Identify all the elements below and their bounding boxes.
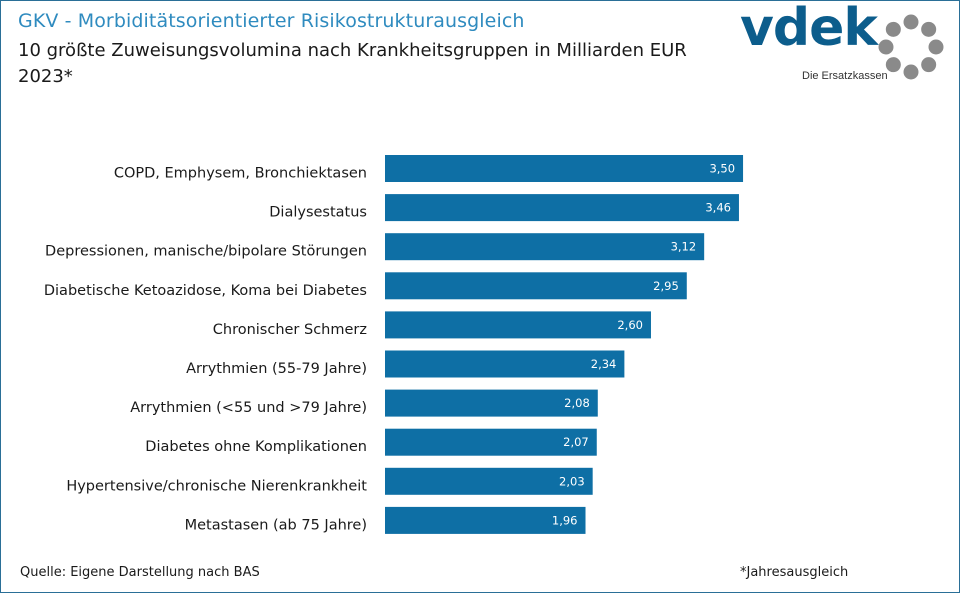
category-label: Hypertensive/chronische Nierenkrankheit: [66, 478, 367, 494]
category-label: Depressionen, manische/bipolare Störunge…: [45, 244, 367, 260]
data-label: 2,03: [559, 474, 585, 488]
logo-ring-dot: [928, 39, 944, 55]
data-label: 2,08: [564, 396, 590, 410]
logo-ring-dot: [885, 57, 901, 73]
logo-ring-dot: [903, 14, 919, 30]
category-label: Arrythmien (<55 und >79 Jahre): [130, 400, 367, 416]
bar: [385, 155, 744, 182]
data-label: 2,07: [563, 435, 589, 449]
logo-ring-icon: [878, 14, 944, 80]
bar: [385, 350, 625, 378]
subtitle-line-1: 10 größte Zuweisungsvolumina nach Krankh…: [18, 40, 687, 61]
category-label: COPD, Emphysem, Bronchiektasen: [114, 166, 367, 182]
source-note: Quelle: Eigene Darstellung nach BAS: [20, 565, 260, 580]
bar: [385, 311, 651, 339]
bar: [385, 428, 597, 456]
chart-title: GKV - Morbiditätsorientierter Risikostru…: [18, 10, 525, 32]
data-label: 2,60: [617, 318, 643, 332]
logo-wordmark: vdek: [740, 0, 878, 58]
bar: [385, 389, 598, 417]
data-label: 2,95: [653, 279, 679, 293]
chart-subtitle: 10 größte Zuweisungsvolumina nach Krankh…: [18, 38, 718, 90]
logo-ring-dot: [921, 21, 937, 37]
bar: [385, 467, 593, 495]
data-label: 3,50: [709, 162, 735, 176]
data-label: 3,12: [671, 240, 697, 254]
bar: [385, 233, 705, 261]
subtitle-line-2: 2023*: [18, 66, 73, 87]
logo-ring-dot: [921, 57, 937, 73]
category-label: Diabetes ohne Komplikationen: [145, 439, 367, 455]
logo-ring-dot: [878, 39, 894, 55]
category-label: Diabetische Ketoazidose, Koma bei Diabet…: [44, 283, 367, 299]
data-label: 3,46: [705, 201, 731, 215]
logo-ring-dot: [903, 64, 919, 80]
category-label: Chronischer Schmerz: [213, 322, 367, 338]
footnote: *Jahresausgleich: [740, 565, 849, 580]
data-label: 1,96: [552, 513, 578, 527]
category-label: Dialysestatus: [269, 205, 367, 221]
logo-ring-dot: [885, 21, 901, 37]
bar: [385, 506, 586, 534]
logo-tagline: Die Ersatzkassen: [802, 70, 888, 82]
data-label: 2,34: [591, 357, 617, 371]
bar: [385, 272, 687, 300]
category-label: Metastasen (ab 75 Jahre): [185, 517, 367, 533]
vdek-logo: vdek Die Ersatzkassen: [740, 0, 950, 88]
category-label: Arrythmien (55-79 Jahre): [186, 361, 367, 377]
bar: [385, 194, 739, 222]
